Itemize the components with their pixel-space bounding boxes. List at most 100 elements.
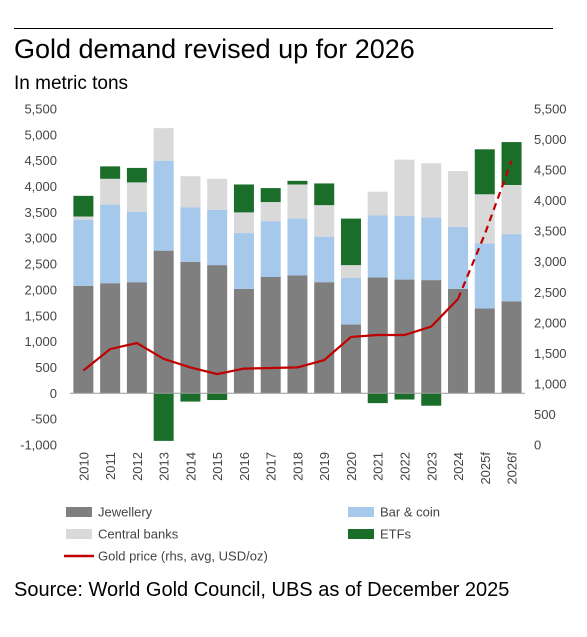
bar-central-banks xyxy=(340,265,361,279)
bar-bar-coin xyxy=(421,217,442,281)
left-tick-label: 5,500 xyxy=(24,102,57,117)
bar-bar-coin xyxy=(340,278,361,325)
right-tick-label: 4,000 xyxy=(534,193,567,208)
legend-label-central-banks: Central banks xyxy=(98,527,179,542)
left-tick-label: -500 xyxy=(31,412,57,427)
bar-central-banks xyxy=(394,159,415,216)
left-tick-label: 5,000 xyxy=(24,127,57,142)
gold-price-line xyxy=(82,160,513,376)
bar-jewellery xyxy=(233,288,254,394)
right-tick-label: 3,500 xyxy=(534,224,567,239)
bar-bar-coin xyxy=(394,216,415,280)
x-tick-label: 2015 xyxy=(210,452,225,481)
bar-jewellery xyxy=(340,324,361,394)
bar-etfs xyxy=(207,393,228,401)
bar-central-banks xyxy=(180,176,201,208)
bar-central-banks xyxy=(474,194,495,244)
x-tick-label: 2018 xyxy=(290,452,305,481)
source-note: Source: World Gold Council, UBS as of De… xyxy=(14,579,510,601)
bar-jewellery xyxy=(73,285,94,394)
bar-jewellery xyxy=(260,277,281,394)
bar-etfs xyxy=(421,393,442,406)
x-tick-label: 2016 xyxy=(237,452,252,481)
right-tick-label: 3,000 xyxy=(534,254,567,269)
top-rule xyxy=(14,28,553,29)
bar-etfs xyxy=(474,149,495,195)
bar-central-banks xyxy=(421,163,442,218)
bar-central-banks xyxy=(314,205,335,237)
bar-central-banks xyxy=(73,216,94,220)
bar-central-banks xyxy=(501,184,522,235)
bar-bar-coin xyxy=(367,215,388,278)
legend-label-bar-coin: Bar & coin xyxy=(380,505,440,520)
bar-central-banks xyxy=(153,128,174,161)
legend-swatch-bar-coin xyxy=(348,507,374,517)
bar-jewellery xyxy=(287,275,308,394)
bar-bar-coin xyxy=(287,218,308,276)
legend-swatch-central-banks xyxy=(66,529,92,539)
bar-bar-coin xyxy=(180,207,201,263)
right-tick-label: 4,500 xyxy=(534,163,567,178)
left-tick-label: 3,500 xyxy=(24,205,57,220)
bar-jewellery xyxy=(421,280,442,394)
right-tick-label: 5,500 xyxy=(534,102,567,117)
bar-jewellery xyxy=(501,301,522,394)
left-tick-label: 1,000 xyxy=(24,334,57,349)
bar-bar-coin xyxy=(233,233,254,289)
bar-bar-coin xyxy=(474,243,495,309)
right-tick-label: 1,500 xyxy=(534,346,567,361)
bar-jewellery xyxy=(100,283,121,394)
bar-jewellery xyxy=(180,262,201,394)
bar-jewellery xyxy=(474,308,495,394)
bar-bar-coin xyxy=(100,204,121,284)
bar-etfs xyxy=(394,393,415,400)
bar-bar-coin xyxy=(501,234,522,302)
x-tick-label: 2013 xyxy=(157,452,172,481)
x-tick-label: 2011 xyxy=(103,452,118,480)
legend: Jewellery Bar & coin Central banks ETFs Gold… xyxy=(64,505,440,564)
x-tick-label: 2025f xyxy=(478,452,493,485)
x-tick-label: 2014 xyxy=(183,452,198,481)
bar-jewellery xyxy=(126,282,147,394)
bar-central-banks xyxy=(448,171,469,227)
bar-etfs xyxy=(314,183,335,206)
right-tick-label: 5,000 xyxy=(534,132,567,147)
left-tick-label: -1,000 xyxy=(20,438,57,453)
bar-jewellery xyxy=(153,250,174,394)
legend-swatch-jewellery xyxy=(66,507,92,517)
bar-bar-coin xyxy=(207,209,228,266)
x-tick-label: 2026f xyxy=(505,452,520,485)
bar-central-banks xyxy=(126,182,147,212)
bar-central-banks xyxy=(260,202,281,222)
bar-jewellery xyxy=(394,279,415,394)
bar-central-banks xyxy=(207,178,228,210)
left-tick-label: 0 xyxy=(50,386,57,401)
right-tick-label: 1,000 xyxy=(534,376,567,391)
bar-etfs xyxy=(233,184,254,213)
bar-central-banks xyxy=(233,212,254,234)
left-tick-label: 3,000 xyxy=(24,231,57,246)
legend-label-etfs: ETFs xyxy=(380,527,412,542)
x-tick-label: 2021 xyxy=(371,452,386,481)
gold-price-line-actual xyxy=(82,298,459,376)
x-axis-labels: 2010 2011 2012 2013 2014 2015 2016 2017 2018 2019… xyxy=(76,452,519,485)
right-tick-label: 500 xyxy=(534,407,556,422)
bar-etfs xyxy=(260,188,281,203)
x-tick-label: 2022 xyxy=(398,452,413,481)
left-axis-ticks: 5,500 5,000 4,500 4,000 3,500 3,000 2,500 2,000… xyxy=(20,102,57,453)
x-tick-label: 2023 xyxy=(424,452,439,481)
bar-jewellery xyxy=(314,282,335,394)
chart-title: Gold demand revised up for 2026 xyxy=(14,34,415,64)
bar-bar-coin xyxy=(260,221,281,277)
bar-central-banks xyxy=(367,191,388,216)
left-tick-label: 2,000 xyxy=(24,282,57,297)
bar-etfs xyxy=(100,166,121,179)
bar-bar-coin xyxy=(314,236,335,283)
legend-label-jewellery: Jewellery xyxy=(98,505,153,520)
bar-etfs xyxy=(126,167,147,183)
right-tick-label: 2,000 xyxy=(534,315,567,330)
legend-label-gold-price-rhs-avg-usd-oz: Gold price (rhs, avg, USD/oz) xyxy=(98,549,268,564)
bar-jewellery xyxy=(448,288,469,394)
legend-swatch-etfs xyxy=(348,529,374,539)
